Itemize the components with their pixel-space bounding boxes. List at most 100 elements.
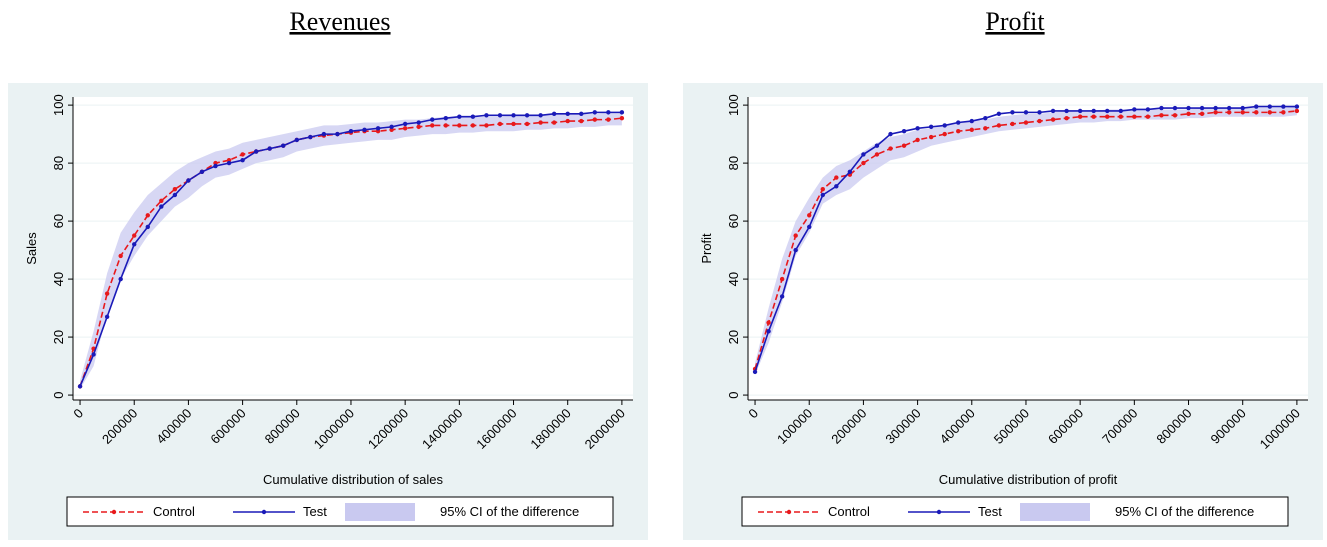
- data-point: [942, 123, 947, 128]
- data-point: [807, 224, 812, 230]
- data-point: [1145, 114, 1151, 119]
- data-point: [779, 294, 785, 299]
- data-point: [294, 137, 299, 143]
- data-point: [752, 369, 758, 375]
- data-point: [77, 384, 83, 389]
- data-point: [402, 121, 408, 127]
- data-point: [145, 213, 150, 218]
- legend-label: 95% CI of the difference: [440, 504, 579, 519]
- legend-label: 95% CI of the difference: [1115, 504, 1254, 519]
- legend-box: [66, 496, 614, 527]
- data-point: [928, 124, 934, 130]
- data-point: [172, 192, 178, 198]
- data-point: [1240, 110, 1245, 115]
- data-point: [793, 233, 798, 238]
- data-point: [186, 178, 191, 183]
- data-point: [861, 152, 866, 157]
- data-point: [915, 137, 920, 143]
- data-point: [834, 184, 839, 189]
- data-point: [807, 213, 812, 218]
- data-point: [1037, 118, 1042, 124]
- data-point: [375, 126, 381, 131]
- y-tick-label: 20: [51, 330, 66, 344]
- y-tick-label: 80: [726, 156, 741, 170]
- data-point: [1105, 108, 1110, 114]
- y-tick-label: 40: [51, 272, 66, 286]
- data-point: [538, 120, 543, 125]
- data-point: [1281, 104, 1286, 109]
- data-point: [983, 126, 988, 131]
- data-point: [118, 276, 123, 282]
- legend-label: Test: [303, 504, 327, 519]
- data-point: [159, 204, 164, 209]
- data-point: [267, 146, 272, 151]
- data-point: [1132, 114, 1137, 119]
- data-point: [348, 129, 354, 134]
- data-point: [335, 131, 340, 137]
- data-point: [1213, 105, 1218, 111]
- y-tick-label: 0: [726, 391, 741, 398]
- legend-swatch: [1020, 503, 1090, 521]
- data-point: [457, 123, 462, 128]
- data-point: [484, 113, 489, 118]
- data-point: [1172, 113, 1178, 118]
- series-line: [79, 117, 622, 387]
- data-point: [443, 123, 448, 128]
- plot-area: [73, 97, 633, 400]
- data-point: [1010, 121, 1015, 127]
- data-point: [430, 117, 435, 122]
- data-point: [888, 146, 893, 151]
- data-point: [1118, 114, 1123, 119]
- data-point: [1145, 107, 1151, 112]
- data-point: [1254, 104, 1259, 109]
- y-axis-label: Profit: [699, 233, 714, 264]
- y-tick-label: 0: [51, 391, 66, 398]
- x-axis-label: Cumulative distribution of profit: [939, 472, 1118, 487]
- data-point: [1294, 104, 1300, 109]
- data-point: [847, 169, 853, 175]
- data-point: [416, 120, 421, 125]
- data-point: [915, 126, 920, 131]
- data-point: [511, 113, 516, 118]
- data-point: [118, 253, 123, 259]
- data-point: [511, 121, 516, 127]
- plot-area: [748, 97, 1308, 400]
- data-point: [104, 314, 110, 319]
- data-point: [497, 121, 503, 127]
- data-point: [1199, 111, 1205, 117]
- data-point: [132, 233, 137, 238]
- panel-title: Revenues: [289, 7, 390, 36]
- data-point: [579, 118, 584, 124]
- data-point: [1159, 105, 1164, 111]
- data-point: [1023, 120, 1029, 125]
- data-point: [321, 131, 327, 137]
- data-point: [1213, 110, 1218, 115]
- data-point: [1010, 110, 1015, 115]
- data-point: [457, 114, 462, 119]
- legend-marker: [936, 509, 942, 515]
- data-point: [1132, 107, 1137, 112]
- data-point: [1050, 117, 1056, 122]
- data-point: [901, 129, 907, 134]
- data-point: [402, 126, 408, 131]
- data-point: [1091, 108, 1096, 114]
- y-axis-label: Sales: [24, 232, 39, 265]
- data-point: [1064, 108, 1069, 114]
- data-point: [901, 143, 907, 148]
- data-point: [1064, 115, 1069, 121]
- data-point: [888, 131, 893, 137]
- data-point: [240, 152, 245, 157]
- data-point: [779, 276, 785, 282]
- data-point: [199, 169, 205, 175]
- legend-marker: [111, 509, 117, 515]
- data-point: [1199, 105, 1205, 111]
- data-point: [1226, 105, 1232, 111]
- data-point: [1172, 105, 1178, 111]
- data-point: [1091, 114, 1096, 119]
- data-point: [874, 143, 880, 148]
- y-tick-label: 60: [51, 214, 66, 228]
- data-point: [928, 134, 934, 140]
- legend-label: Control: [828, 504, 870, 519]
- data-point: [159, 198, 164, 204]
- data-point: [1023, 110, 1029, 115]
